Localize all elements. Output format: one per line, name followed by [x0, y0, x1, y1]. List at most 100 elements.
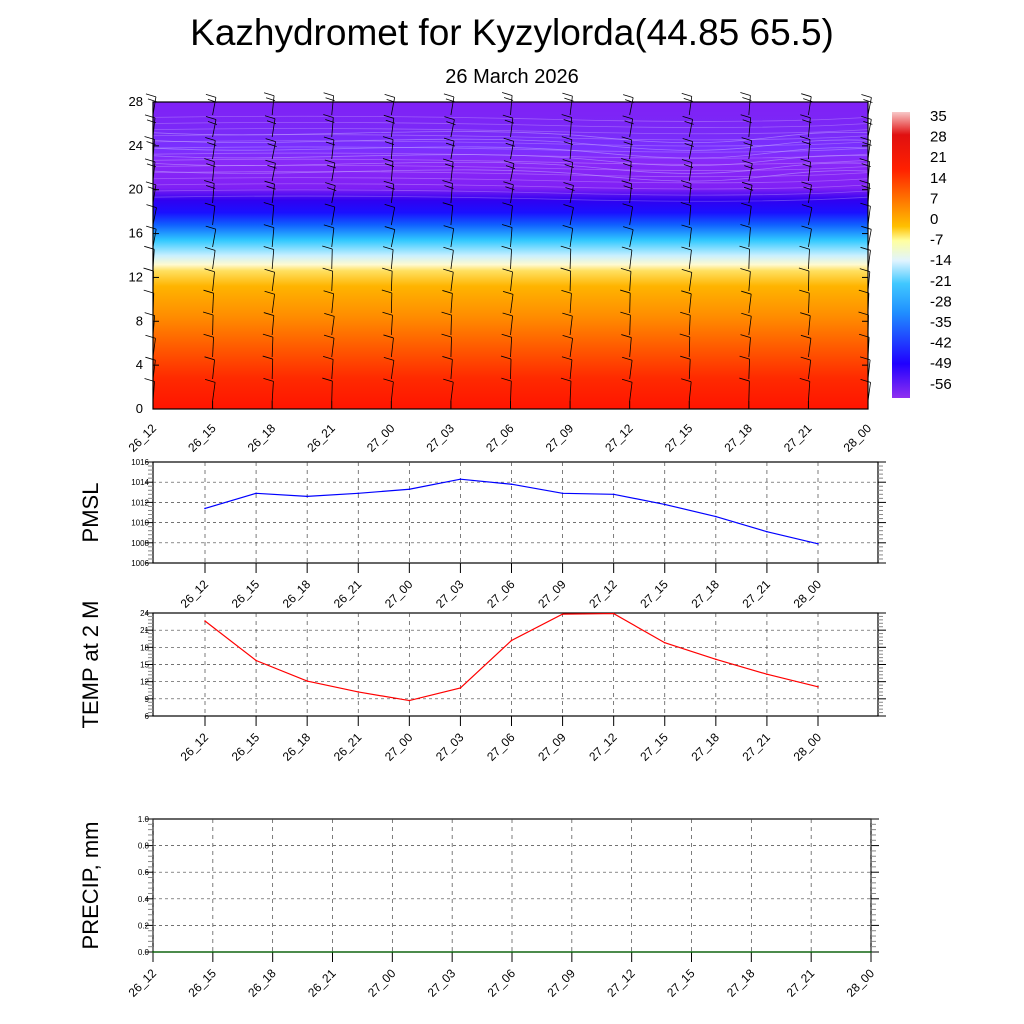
wind-barb-staff — [212, 337, 214, 358]
wind-barb — [679, 333, 691, 358]
wind-barb — [681, 159, 694, 182]
x-tick-label: 27_06 — [484, 730, 518, 764]
wind-barb — [442, 356, 453, 380]
wind-barb-flag — [561, 356, 573, 361]
wind-barb — [323, 334, 335, 358]
wind-barb-staff — [510, 95, 513, 116]
wind-barb-staff — [271, 184, 275, 204]
wind-barb-flag — [681, 268, 692, 273]
x-tick-label: 28_00 — [841, 421, 875, 455]
wind-barb-staff — [450, 272, 454, 292]
contour-line — [152, 169, 869, 182]
wind-barb-flag — [323, 92, 334, 97]
x-tick-label: 26_18 — [245, 966, 279, 1000]
wind-barb-staff — [569, 228, 574, 248]
x-tick-label: 27_12 — [602, 421, 636, 455]
contour-line — [152, 189, 869, 196]
wind-barb-flag — [322, 355, 334, 360]
wind-barb-staff — [450, 293, 453, 314]
wind-barb-flag — [505, 165, 516, 169]
colorbar — [892, 112, 910, 398]
wind-barb-staff — [390, 249, 394, 270]
contour-line — [152, 171, 869, 178]
wind-barb-staff — [331, 381, 333, 402]
wind-barb-flag — [621, 180, 632, 185]
y-tick-label: 0 — [136, 401, 143, 416]
wind-barb — [204, 180, 216, 204]
wind-barb — [741, 312, 752, 336]
wind-barb — [502, 312, 514, 336]
wind-barb-staff — [748, 359, 750, 380]
data-point — [561, 613, 564, 615]
wind-barb — [680, 202, 692, 226]
wind-barb — [262, 333, 274, 358]
wind-barb-flag — [861, 94, 872, 98]
x-tick-label: 27_21 — [784, 966, 818, 1000]
data-point — [204, 507, 206, 510]
wind-barb-flag — [621, 246, 633, 251]
wind-barb-staff — [450, 205, 454, 226]
wind-barb-staff — [510, 118, 514, 138]
wind-barb — [563, 182, 575, 204]
wind-barb-staff — [629, 161, 632, 182]
y-tick-label: 28 — [129, 94, 143, 109]
wind-barb-staff — [331, 271, 334, 292]
wind-barb — [501, 224, 513, 248]
wind-barb — [204, 158, 216, 182]
wind-barb-staff — [808, 139, 811, 160]
wind-barb-flag — [682, 185, 693, 190]
data-point — [690, 951, 693, 953]
wind-barb-flag — [740, 92, 751, 96]
data-point — [561, 492, 564, 495]
wind-barb-flag — [680, 202, 691, 206]
wind-barb-staff — [629, 315, 631, 336]
wind-barb-staff — [688, 315, 691, 336]
wind-barb — [263, 246, 275, 270]
wind-barb — [622, 203, 633, 226]
wind-barb-flag — [145, 334, 156, 339]
wind-barb-flag — [799, 378, 810, 382]
wind-barb — [443, 378, 454, 402]
x-tick-label: 26_18 — [280, 730, 314, 764]
x-tick-label: 27_03 — [433, 730, 467, 764]
wind-barb-flag — [445, 142, 456, 147]
y-tick-label: 1016 — [131, 458, 149, 467]
wind-barb-staff — [808, 117, 811, 138]
y-tick-label: 1.0 — [138, 815, 150, 824]
wind-barb — [561, 114, 573, 138]
y-tick-label: 18 — [140, 643, 149, 652]
wind-barb-flag — [324, 159, 335, 164]
wind-barb-flag — [443, 378, 454, 383]
y-tick-label: 8 — [136, 313, 143, 328]
wind-barb-flag — [382, 158, 394, 162]
x-tick-label: 26_12 — [178, 577, 212, 611]
wind-barb-flag — [145, 93, 157, 98]
wind-barb-flag — [266, 120, 277, 125]
wind-barb-staff — [748, 249, 750, 270]
wind-barb-flag — [742, 97, 752, 101]
wind-barb-flag — [263, 312, 274, 316]
wind-barb-staff — [331, 359, 334, 380]
x-tick-label: 26_21 — [331, 730, 365, 764]
x-tick-label: 27_21 — [740, 577, 774, 611]
wind-barb-flag — [381, 289, 392, 294]
wind-barb-flag — [862, 141, 872, 146]
wind-barb-flag — [146, 225, 157, 230]
wind-barb-staff — [688, 249, 692, 270]
y-tick-label: 0.4 — [138, 895, 150, 904]
x-tick-label: 27_06 — [483, 421, 517, 455]
wind-barb-staff — [688, 183, 692, 204]
wind-barb — [800, 356, 812, 380]
wind-barb-flag — [502, 114, 513, 119]
wind-barb-flag — [560, 267, 571, 272]
wind-barb — [322, 267, 334, 292]
wind-barb — [381, 289, 393, 314]
wind-barb — [801, 181, 813, 204]
contour-line — [152, 138, 869, 151]
data-point — [630, 951, 633, 953]
wind-barb-flag — [560, 245, 571, 250]
x-tick-label: 27_15 — [637, 577, 671, 611]
wind-barb-flag — [204, 356, 215, 361]
wind-barb-staff — [629, 183, 633, 204]
wind-barb-flag — [563, 141, 573, 146]
